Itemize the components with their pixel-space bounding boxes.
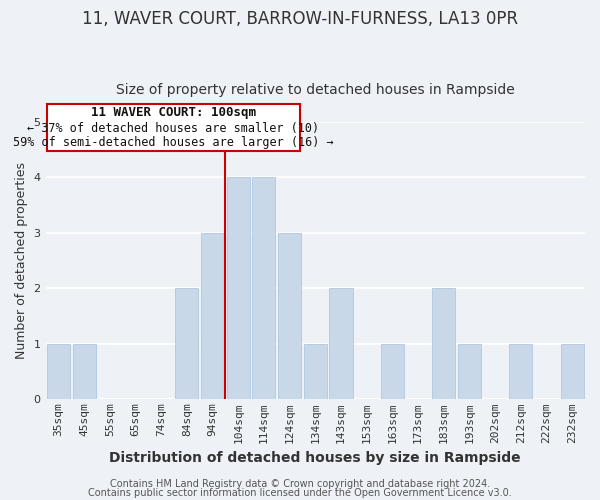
Bar (381, 344, 404, 400)
Bar (227, 178, 250, 400)
Bar (458, 344, 481, 400)
Bar (329, 288, 353, 400)
Bar (304, 344, 327, 400)
Text: 11, WAVER COURT, BARROW-IN-FURNESS, LA13 0PR: 11, WAVER COURT, BARROW-IN-FURNESS, LA13… (82, 10, 518, 28)
Y-axis label: Number of detached properties: Number of detached properties (15, 162, 28, 359)
Bar (47, 344, 70, 400)
Bar (278, 233, 301, 400)
Text: 59% of semi-detached houses are larger (16) →: 59% of semi-detached houses are larger (… (13, 136, 334, 149)
Text: ← 37% of detached houses are smaller (10): ← 37% of detached houses are smaller (10… (27, 122, 319, 135)
Text: Contains HM Land Registry data © Crown copyright and database right 2024.: Contains HM Land Registry data © Crown c… (110, 479, 490, 489)
Bar (560, 344, 584, 400)
Bar (509, 344, 532, 400)
X-axis label: Distribution of detached houses by size in Rampside: Distribution of detached houses by size … (109, 451, 521, 465)
Bar (175, 288, 199, 400)
Title: Size of property relative to detached houses in Rampside: Size of property relative to detached ho… (116, 83, 515, 97)
Text: Contains public sector information licensed under the Open Government Licence v3: Contains public sector information licen… (88, 488, 512, 498)
Bar (253, 178, 275, 400)
Bar (73, 344, 95, 400)
Text: 11 WAVER COURT: 100sqm: 11 WAVER COURT: 100sqm (91, 106, 256, 119)
Bar (432, 288, 455, 400)
Bar (201, 233, 224, 400)
FancyBboxPatch shape (47, 104, 300, 151)
